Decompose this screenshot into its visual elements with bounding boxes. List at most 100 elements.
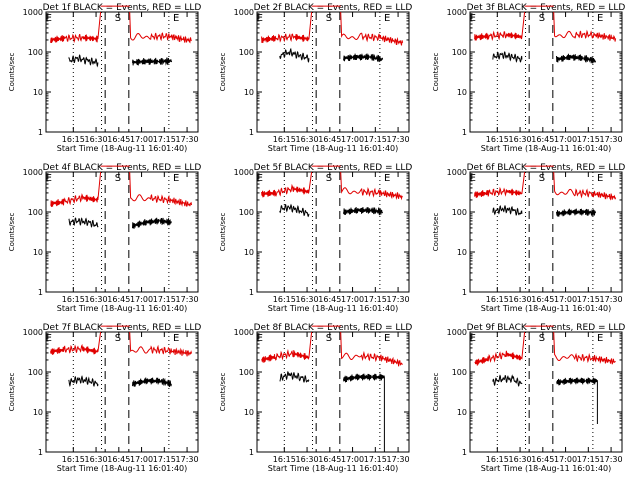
x-tick-label: 16:15	[62, 135, 85, 144]
x-tick-label: 17:30	[176, 295, 199, 304]
y-axis-label: Counts/sec	[219, 213, 227, 252]
lld-series-line	[340, 11, 404, 46]
y-tick-label: 1000	[23, 328, 43, 337]
y-tick-label: 1	[462, 448, 467, 457]
events-series-line	[132, 57, 173, 66]
x-tick-label: 16:45	[531, 295, 554, 304]
chart-title: Det 8f BLACK = Events, RED = LLD	[254, 323, 413, 333]
y-tick-label: 10	[244, 88, 254, 97]
x-tick-label: 17:30	[387, 295, 410, 304]
events-series-line	[343, 373, 385, 452]
events-series-line	[492, 374, 523, 387]
events-series-line	[556, 53, 597, 64]
x-tick-label: 17:30	[600, 295, 623, 304]
events-series-line	[68, 217, 99, 228]
x-tick-label: 17:15	[364, 295, 387, 304]
lld-series-line	[50, 171, 102, 208]
y-tick-label: 1000	[234, 168, 254, 177]
y-axis-label: Counts/sec	[8, 373, 16, 412]
y-tick-label: 100	[452, 48, 467, 57]
y-tick-label: 1	[249, 288, 254, 297]
lld-series-line	[340, 331, 403, 367]
event-marker: E	[46, 333, 52, 344]
event-marker: E	[597, 13, 603, 24]
x-tick-label: 17:30	[176, 135, 199, 144]
y-tick-label: 1000	[447, 168, 467, 177]
event-marker: S	[115, 13, 121, 24]
events-series-line	[343, 206, 384, 216]
x-tick-label: 16:15	[273, 295, 296, 304]
x-tick-label: 16:45	[107, 295, 130, 304]
lld-series-line	[50, 331, 102, 355]
y-tick-label: 1	[38, 448, 43, 457]
chart-title: Det 5f BLACK = Events, RED = LLD	[254, 163, 413, 173]
x-tick-label: 17:30	[387, 455, 410, 464]
lld-series-line	[261, 331, 313, 363]
x-tick-label: 17:15	[577, 295, 600, 304]
x-axis-label: Start Time (18-Aug-11 16:01:40)	[268, 144, 399, 153]
chart-panel-1: Det 1f BLACK = Events, RED = LLD 1 10 100 10…	[8, 3, 201, 153]
x-tick-label: 17:15	[153, 455, 176, 464]
event-marker: E	[173, 13, 179, 24]
events-series-line	[279, 203, 310, 218]
x-tick-label: 16:45	[107, 455, 130, 464]
events-series-line	[68, 375, 99, 387]
y-tick-label: 10	[457, 408, 467, 417]
x-tick-label: 16:45	[318, 455, 341, 464]
y-axis-label: Counts/sec	[432, 53, 440, 92]
events-series-line	[492, 51, 523, 63]
y-tick-label: 1	[38, 288, 43, 297]
event-marker: S	[539, 173, 545, 184]
y-tick-label: 1	[249, 128, 254, 137]
lld-series-line	[553, 171, 617, 201]
event-marker: E	[384, 13, 390, 24]
events-series-line	[68, 54, 99, 68]
x-tick-label: 16:15	[62, 455, 85, 464]
y-tick-label: 1000	[234, 8, 254, 17]
y-axis-label: Counts/sec	[432, 373, 440, 412]
event-marker: E	[46, 13, 52, 24]
plot-frame	[45, 11, 199, 133]
x-tick-label: 17:00	[554, 455, 577, 464]
lld-series-line	[553, 11, 617, 42]
x-tick-label: 16:15	[486, 455, 509, 464]
x-tick-label: 16:30	[296, 455, 319, 464]
event-marker: E	[46, 173, 52, 184]
event-marker: E	[384, 173, 390, 184]
x-tick-label: 16:30	[85, 455, 108, 464]
y-tick-label: 1	[462, 288, 467, 297]
y-tick-label: 1000	[23, 8, 43, 17]
plot-frame	[469, 171, 623, 293]
event-marker: S	[115, 333, 121, 344]
event-marker: E	[597, 333, 603, 344]
x-axis-label: Start Time (18-Aug-11 16:01:40)	[481, 464, 612, 473]
lld-series-line	[261, 11, 313, 43]
x-tick-label: 16:45	[531, 455, 554, 464]
y-tick-label: 1000	[447, 8, 467, 17]
y-tick-label: 100	[452, 368, 467, 377]
x-tick-label: 17:15	[153, 135, 176, 144]
y-tick-label: 100	[28, 48, 43, 57]
x-tick-label: 16:45	[318, 135, 341, 144]
events-series-line	[556, 377, 598, 424]
chart-panel-2: Det 2f BLACK = Events, RED = LLD 1 10 100 10…	[219, 3, 412, 153]
events-series-line	[132, 377, 172, 387]
event-marker: E	[257, 173, 263, 184]
lld-series-line	[129, 171, 193, 207]
y-tick-label: 1000	[23, 168, 43, 177]
event-marker: E	[173, 333, 179, 344]
plot-frame	[45, 171, 199, 293]
y-axis-label: Counts/sec	[8, 53, 16, 92]
chart-title: Det 3f BLACK = Events, RED = LLD	[467, 3, 626, 13]
event-marker: S	[326, 13, 332, 24]
event-marker: E	[384, 333, 390, 344]
x-axis-label: Start Time (18-Aug-11 16:01:40)	[57, 304, 188, 313]
x-axis-label: Start Time (18-Aug-11 16:01:40)	[481, 304, 612, 313]
y-tick-label: 100	[28, 368, 43, 377]
events-series-line	[279, 370, 310, 383]
x-tick-label: 16:30	[509, 295, 532, 304]
chart-title: Det 7f BLACK = Events, RED = LLD	[43, 323, 202, 333]
x-tick-label: 17:00	[341, 135, 364, 144]
plot-frame	[256, 331, 410, 453]
plot-frame	[256, 171, 410, 293]
